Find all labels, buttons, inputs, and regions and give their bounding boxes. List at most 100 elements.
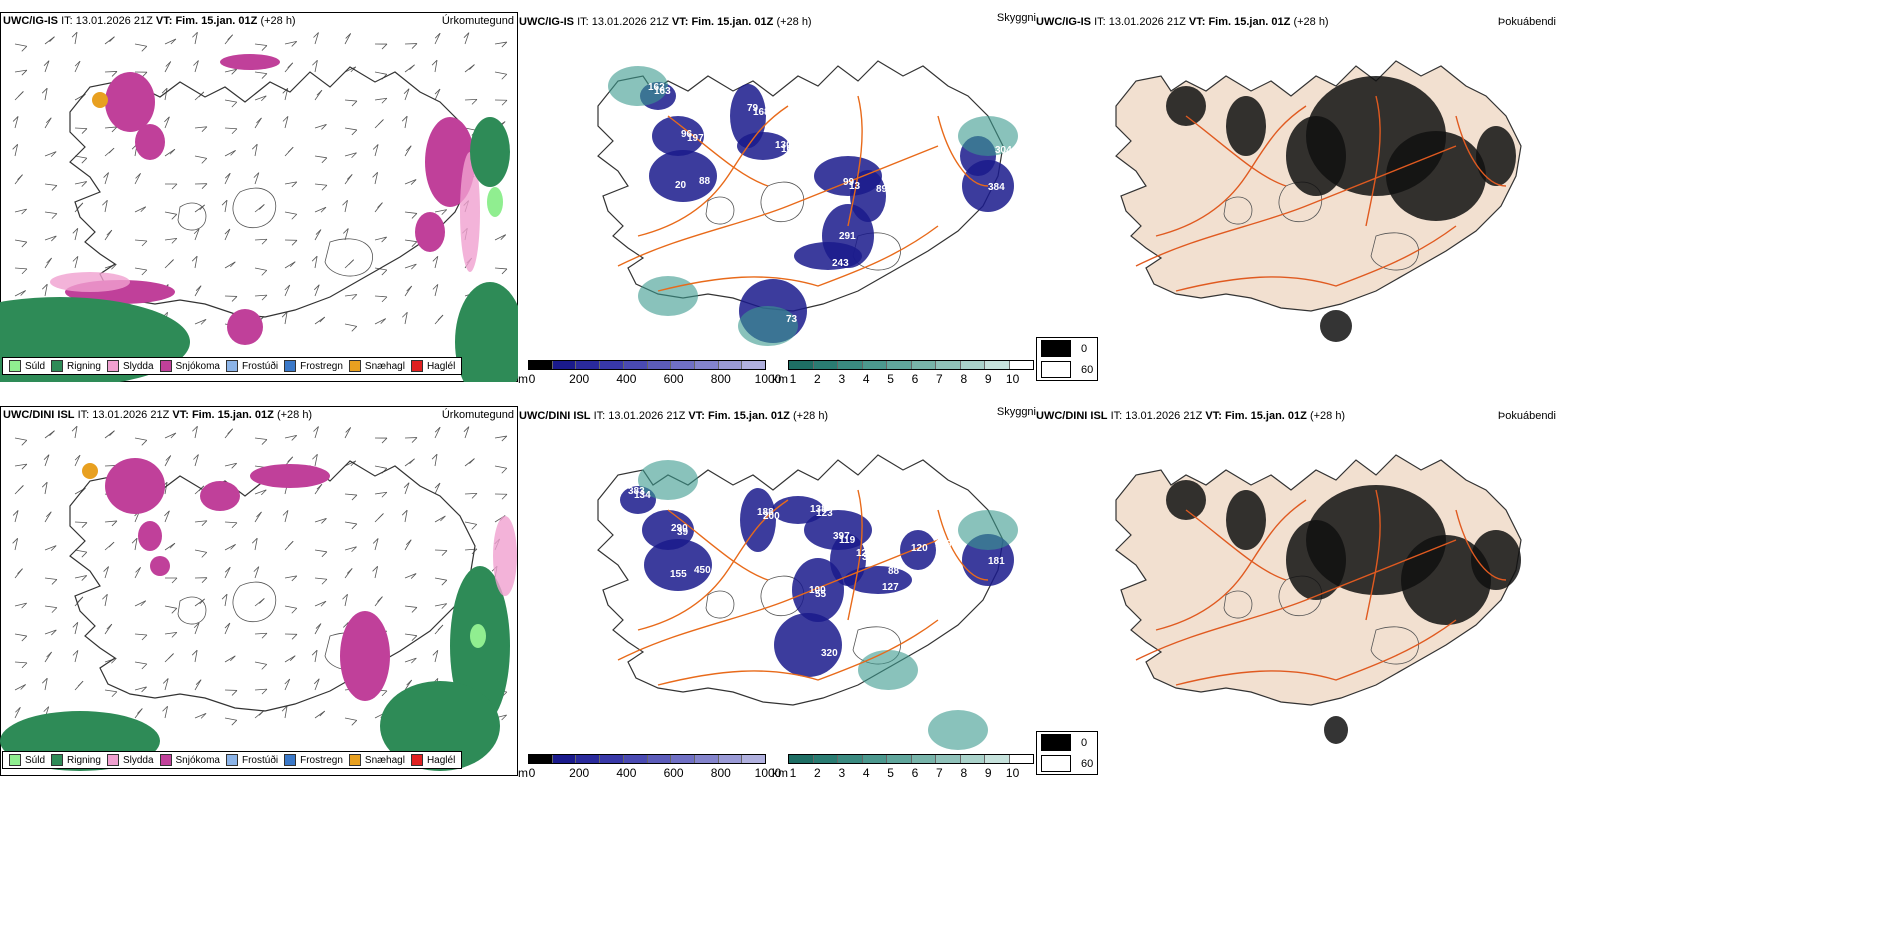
visibility-value-label: 127 [882,582,899,593]
lead-time: (+28 h) [792,410,829,422]
colorbar-tick: 5 [887,372,894,386]
visibility-value-label: 162 [648,82,665,93]
visibility-value-label: 130 [775,140,792,151]
colorbar-tick: 200 [569,766,590,780]
legend-label: Slydda [122,360,154,372]
legend-item: Frostregn [284,754,343,766]
it-value: 13.01.2026 21Z [92,409,170,421]
vt-label: VT: [155,15,173,27]
colorbar-bar [528,754,766,764]
legend-label: Snæhagl [364,360,405,372]
fog-panel: UWC/DINI ISL IT: 13.01.2026 21Z VT: Fim.… [1036,406,1556,776]
run-header: UWC/DINI ISL IT: 13.01.2026 21Z VT: Fim.… [1036,410,1345,422]
it-label: IT: [1110,410,1123,422]
run-header: UWC/IG-IS IT: 13.01.2026 21Z VT: Fim. 15… [1036,16,1329,28]
legend-swatch [1041,734,1071,751]
vt-value: Fim. 15.jan. 01Z [191,409,274,421]
colorbar-unit: m [518,766,528,780]
visibility-value-label: 89 [876,184,888,195]
visibility-value-label: 304 [995,145,1012,156]
visibility-value-label: 200 [763,511,780,522]
run-header: UWC/DINI ISL IT: 13.01.2026 21Z VT: Fim.… [3,409,312,421]
visibility-map: 383 290 450 188 138 397 122 100 127 149 181 320 134 3… [597,454,1018,750]
colorbar-tick: 0 [528,766,536,780]
legend-item: Frostregn [284,360,343,372]
panel-title: Þokuábendi [1497,16,1556,28]
panel-title: Þokuábendi [1497,410,1556,422]
legend-swatch [159,360,172,372]
visibility-value-label: 168 [753,107,770,118]
it-label: IT: [77,409,90,421]
legend-label: Haglél [426,360,456,372]
visibility-value-label: 450 [694,565,711,576]
fog-map [1115,454,1522,744]
it-value: 13.01.2026 21Z [591,16,669,28]
legend-item: Frostúði [225,754,278,766]
visibility-value-label: 290 [671,523,688,534]
colorbar-tick: 3 [838,372,846,386]
it-value: 13.01.2026 21Z [1125,410,1203,422]
visibility-value-label: 39 [677,527,689,538]
colorbar-tick: 600 [663,766,684,780]
fog-legend: 0 60 [1036,731,1099,775]
vt-value: Fim. 15.jan. 01Z [1208,16,1291,28]
visibility-value-label: 99 [843,177,855,188]
legend-item: Súld [9,360,45,372]
colorbar-tick: 6 [911,766,919,780]
legend-item: Haglél [410,754,455,766]
colorbar-tick: 8 [960,372,968,386]
colorbar-tick: 9 [984,372,992,386]
vt-value: Fim. 15.jan. 01Z [175,15,258,27]
colorbar-tick: 2 [814,766,821,780]
precip-type-panel: UWC/DINI ISL IT: 13.01.2026 21Z VT: Fim.… [0,406,518,776]
visibility-value-label: 100 [809,585,826,596]
visibility-value-label: 13 [849,181,861,192]
legend-label: Súld [25,754,46,766]
legend-item: 0 [1037,732,1097,753]
legend-label: 60 [1081,757,1094,770]
vt-label: VT: [1188,16,1206,28]
visibility-value-label: 20 [675,180,687,191]
visibility-value-label: 138 [810,504,827,515]
legend-swatch [410,754,423,766]
visibility-value-label: 320 [821,648,838,659]
colorbar-tick: 7 [936,766,943,780]
visibility-value-label: 383 [628,486,645,497]
legend-item: 60 [1037,753,1097,774]
legend-label: Rigning [67,360,101,372]
legend-item: Haglél [410,360,456,372]
model-name: UWC/IG-IS [3,15,58,27]
colorbar-tick: 2 [814,372,821,386]
colorbar-tick: 10 [1005,372,1020,386]
visibility-value-label: 123 [816,508,833,519]
legend-item: Snæhagl [348,754,405,766]
it-label: IT: [61,15,73,27]
legend-label: 0 [1081,736,1088,749]
legend-swatch [1041,361,1071,378]
legend-swatch [225,754,238,766]
legend-item: Frostúði [225,360,278,372]
legend-swatch [9,754,21,766]
vt-value: Fim. 15.jan. 01Z [1224,410,1307,422]
visibility-panel: 162 96 88 79 130 99 89 291 243 304 384 73 163 197 20 16… [518,12,1036,386]
legend-swatch [284,360,297,372]
colorbar-tick: 9 [984,766,992,780]
visibility-value-label: 120 [911,543,928,554]
precip-legend: Súld Rigning Slydda Snjókoma Frostúði Frostre… [2,751,463,769]
legend-swatch [1041,755,1071,772]
legend-label: Snjókoma [175,754,220,766]
colorbar-bar [528,360,766,370]
lead-time: (+28 h) [776,16,812,28]
vt-label: VT: [688,410,705,422]
precip-type-panel: UWC/IG-IS IT: 13.01.2026 21Z VT: Fim. 15… [0,12,518,382]
visibility-value-label: 155 [670,569,687,580]
colorbar-bar [788,754,1034,764]
legend-swatch [106,754,119,766]
run-header: UWC/DINI ISL IT: 13.01.2026 21Z VT: Fim.… [519,410,828,422]
colorbar-tick: 6 [911,372,919,386]
precip-map [0,12,518,382]
vt-label: VT: [671,16,689,28]
it-label: IT: [593,410,606,422]
visibility-value-label: 119 [839,535,856,546]
legend-item: 60 [1037,359,1097,380]
